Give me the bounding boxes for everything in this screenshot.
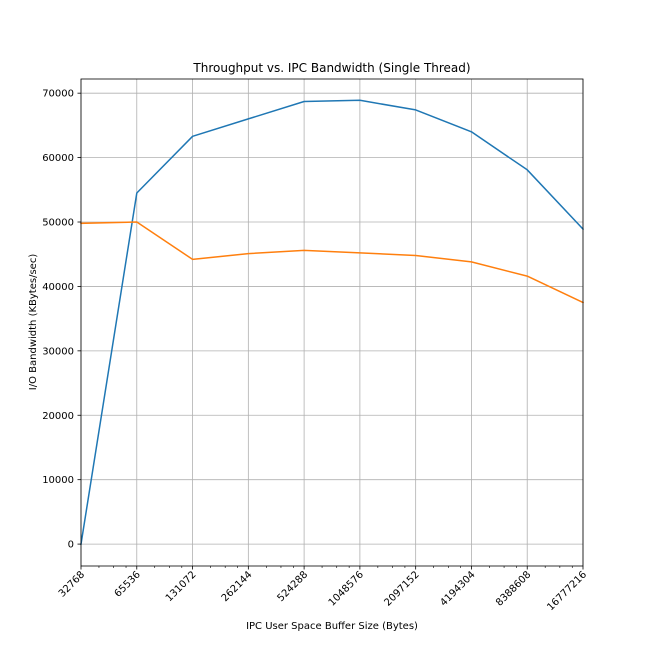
chart-title: Throughput vs. IPC Bandwidth (Single Thr…	[192, 61, 470, 75]
y-axis: 0 10000 20000 30000 40000 50000 60000 70000	[42, 89, 81, 551]
series-line-1	[80, 99, 585, 545]
series-line-2	[80, 221, 584, 304]
y-tick-label: 20000	[42, 411, 74, 422]
y-tick-label: 0	[68, 540, 74, 551]
y-tick-label: 10000	[42, 475, 74, 486]
y-tick-label: 60000	[42, 153, 74, 164]
x-axis-label: IPC User Space Buffer Size (Bytes)	[246, 621, 418, 632]
y-tick-label: 50000	[42, 218, 74, 229]
plot-area-frame	[80, 78, 584, 567]
y-tick-label: 70000	[42, 89, 74, 100]
y-tick-label: 40000	[42, 282, 74, 293]
grid	[80, 79, 584, 566]
y-axis-label: I/O Bandwidth (KBytes/sec)	[28, 254, 39, 391]
y-tick-label: 30000	[42, 346, 74, 357]
